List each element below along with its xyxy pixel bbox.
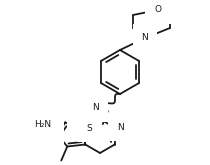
Text: S: S [86,124,92,133]
Text: N: N [117,123,123,132]
Text: N: N [49,130,55,139]
Text: N: N [76,123,83,132]
Text: O: O [155,5,161,15]
Text: N: N [142,33,148,43]
Text: N: N [92,103,99,113]
Text: H₂N: H₂N [34,120,51,129]
